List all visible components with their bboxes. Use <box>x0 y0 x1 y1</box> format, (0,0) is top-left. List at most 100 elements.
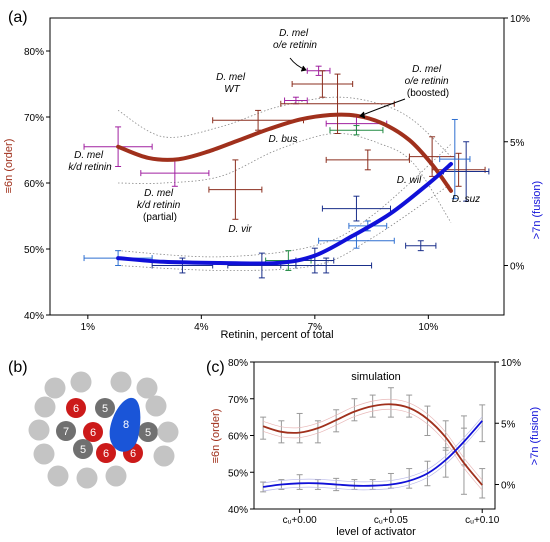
cell-light <box>76 467 98 489</box>
y-tick-label-right: 10% <box>501 358 521 369</box>
y-tick-label-left: 50% <box>228 468 248 479</box>
y-tick-label-left: 40% <box>24 311 44 322</box>
order-sim-error-bar <box>260 416 267 440</box>
panel-c-lines <box>262 398 483 492</box>
panel-c: (c) simulation cᵤ+0.00 cᵤ+0.05 cᵤ+0.10 40% 5… <box>206 358 541 538</box>
panel-c-title: simulation <box>351 371 401 383</box>
panel-a-axes: 1% 4% 7% 10% 40% 50% 60% 70% 80% 0% 5% 10% <box>24 14 530 333</box>
cell-label: 5 <box>102 403 108 415</box>
fusion-sim-error-bar <box>351 479 358 490</box>
panel-a-plot-frame <box>49 17 505 316</box>
label-dmel-kd-partial: D. mel k/d retinin (partial) <box>137 188 183 223</box>
y-tick-label-left: 70% <box>228 395 248 406</box>
confidence-band-order-band-upper <box>117 96 452 157</box>
panel-a: (a) 1% 4% 7% 10% 40% 50% 60% 70% 80% 0% 5% 10% Reti… <box>3 9 543 341</box>
confidence-band-fusion-band-upper <box>118 143 452 258</box>
cell-red <box>96 443 116 463</box>
panel-c-label: (c) <box>206 359 225 376</box>
label-dsuz: D. suz <box>452 194 480 205</box>
cell-light <box>105 465 127 487</box>
order-band-upper <box>263 398 483 481</box>
order-sim-line <box>262 403 483 486</box>
label-dmel-oe: D. mel o/e retinin <box>273 28 317 51</box>
cell-light <box>136 377 158 399</box>
panel-c-xlabel: level of activator <box>336 526 416 538</box>
y-tick-label-right: 10% <box>510 14 530 25</box>
cell-light <box>44 377 66 399</box>
cell-light <box>33 443 55 465</box>
species-labels: D. mel k/d retinin D. mel k/d retinin (p… <box>68 28 480 235</box>
label-dmel-kd: D. mel k/d retinin <box>68 150 112 173</box>
fusion-sim-error-bar <box>314 479 321 490</box>
order-fit-curve <box>116 112 453 193</box>
cell-light <box>34 396 56 418</box>
panel-c-ylabel-left: ≡6n (order) <box>210 409 222 464</box>
cell-light <box>110 371 132 393</box>
fusion-sim-error-bar <box>479 404 486 443</box>
arrow-boosted-head <box>359 111 366 119</box>
y-tick-label-left: 80% <box>228 358 248 369</box>
cell-dark <box>73 439 93 459</box>
cell-light <box>70 371 92 393</box>
fusion-sim-error-bar <box>442 447 449 478</box>
cell-dark <box>95 398 115 418</box>
order-sim-error-bar <box>479 468 486 499</box>
cell-label: 5 <box>145 427 151 439</box>
cell-light <box>157 421 179 443</box>
annotation-arrows <box>289 57 406 119</box>
x-tick-label: cᵤ+0.00 <box>283 515 318 526</box>
order-data-point <box>306 65 331 76</box>
cell-red <box>83 422 103 442</box>
y-tick-label-left: 40% <box>228 505 248 516</box>
panel-b-label: (b) <box>8 359 28 376</box>
cell-label: 5 <box>80 444 86 456</box>
cell-light <box>153 445 175 467</box>
order-sim-error-bar <box>424 405 431 436</box>
cell-dark <box>138 422 158 442</box>
x-tick-label: cᵤ+0.10 <box>465 515 500 526</box>
fusion-data-point <box>321 195 391 222</box>
cell-light <box>47 465 69 487</box>
y-tick-label-right: 5% <box>510 138 525 149</box>
panel-a-ylabel-left: ≡6n (order) <box>3 139 15 194</box>
fusion-data-point <box>405 240 437 252</box>
fusion-band-upper <box>263 416 483 484</box>
fusion-sim-line <box>262 420 483 488</box>
x-tick-label: 1% <box>81 322 96 333</box>
fusion-data-point <box>151 257 214 274</box>
y-tick-label-right: 0% <box>510 262 525 273</box>
y-tick-label-left: 80% <box>24 47 44 58</box>
panel-c-axes: cᵤ+0.00 cᵤ+0.05 cᵤ+0.10 40% 50% 60% 70% 80% 0% 5%… <box>228 358 521 526</box>
label-dmel-wt: D. mel WT <box>216 72 248 95</box>
order-data-point <box>325 149 410 171</box>
cell-label: 6 <box>73 403 79 415</box>
y-tick-label-left: 50% <box>24 245 44 256</box>
order-data-point <box>140 159 210 187</box>
label-dvir: D. vir <box>228 224 252 235</box>
cell-label: 6 <box>103 448 109 460</box>
y-tick-label-left: 60% <box>24 179 44 190</box>
fusion-data-point <box>439 118 471 200</box>
fusion-data-point <box>295 247 335 274</box>
label-dmel-oe-boosted: D. mel o/e retinin (boosted) <box>405 64 452 99</box>
cell-label: 6 <box>90 427 96 439</box>
y-tick-label-right: 5% <box>501 419 516 430</box>
order-band-lower <box>263 408 483 491</box>
fusion-sim-error-bar <box>369 479 376 490</box>
arrow-boosted <box>359 98 406 117</box>
cell-label: 8 <box>123 419 129 431</box>
ommatidia-cells: 6 57 6 55 6 68 <box>28 371 179 489</box>
x-tick-label: cᵤ+0.05 <box>374 515 409 526</box>
order-data-point <box>284 96 308 105</box>
panel-a-ylabel-right: >7n (fusion) <box>531 181 543 239</box>
label-dwil: D. wil <box>397 175 422 186</box>
order-sim-error-bar <box>314 420 321 444</box>
x-tick-label: 4% <box>194 322 209 333</box>
panel-c-ylabel-right: >7n (fusion) <box>529 407 541 465</box>
order-sim-error-bar <box>351 398 358 422</box>
cell-light <box>145 395 167 417</box>
y-tick-label-left: 60% <box>228 432 248 443</box>
cell-blue-fused <box>109 397 141 452</box>
order-data-point <box>329 125 384 136</box>
